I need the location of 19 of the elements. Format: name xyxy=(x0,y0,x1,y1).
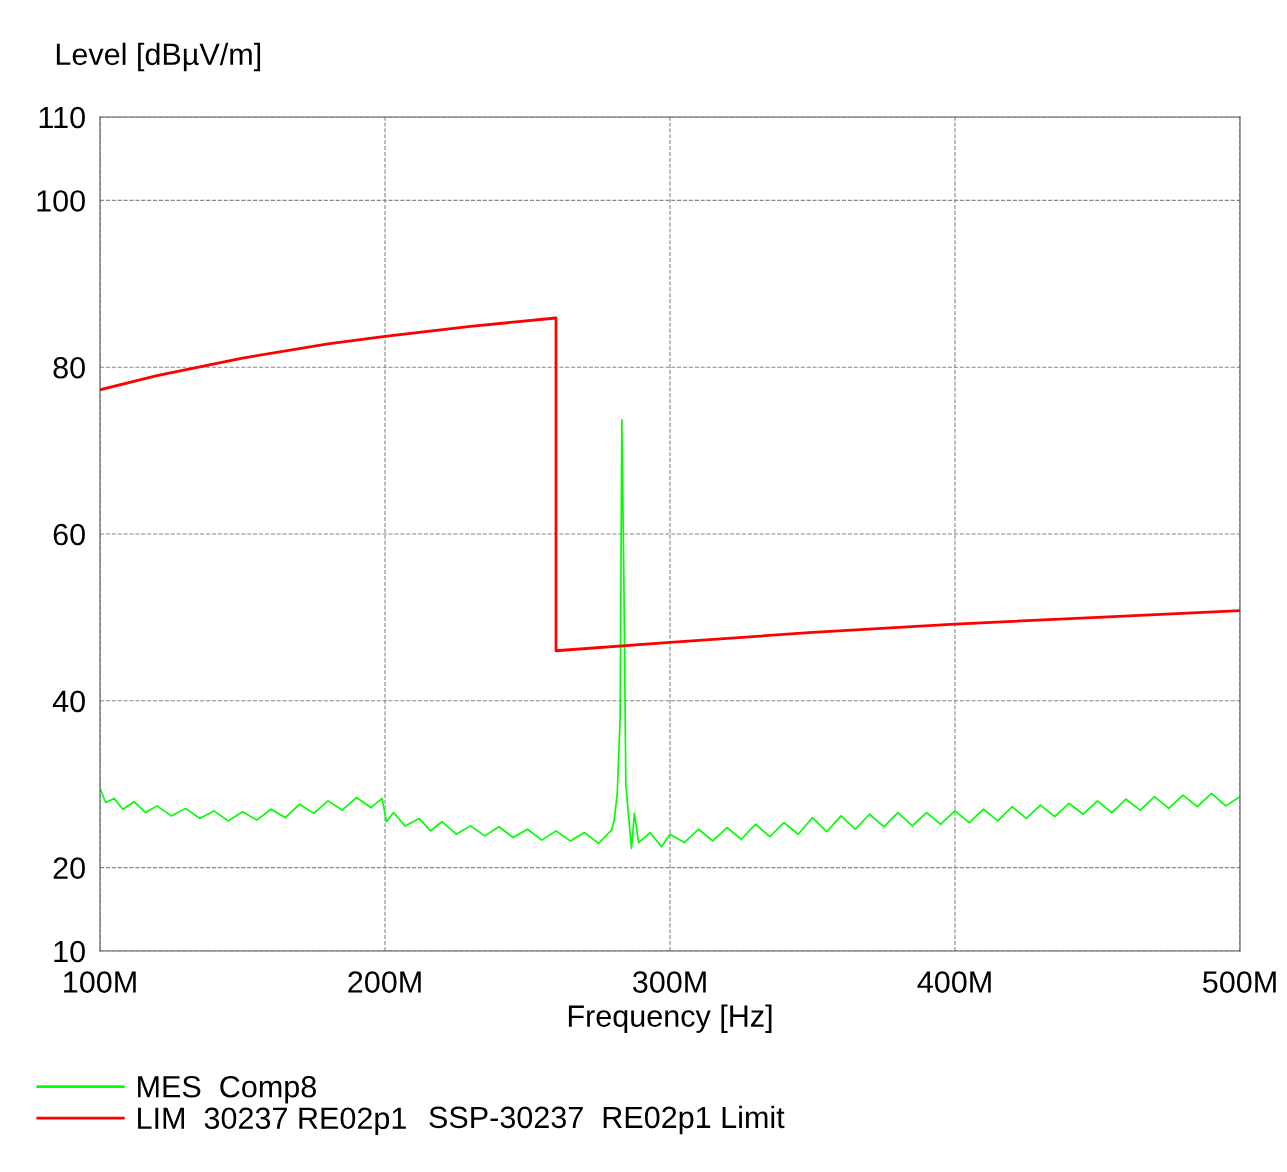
legend-label: MES Comp8 xyxy=(138,1075,316,1104)
y-tick-label: 40 xyxy=(52,690,85,713)
line-series xyxy=(100,316,1240,653)
x-tick-label: 400M xyxy=(917,971,991,993)
text: SSP-30237 RE02p1 Limit xyxy=(429,1105,785,1135)
y-tick-label: 20 xyxy=(53,857,85,879)
y-tick-label: 10 xyxy=(54,940,85,963)
y-tick-label: 100 xyxy=(37,190,85,212)
x-tick-label: 500M xyxy=(1203,971,1276,993)
line-series xyxy=(100,418,1240,850)
y-tick-label: 80 xyxy=(53,356,85,379)
y-tick-label: 60 xyxy=(53,523,85,546)
x-axis-title: Frequency [Hz] xyxy=(568,1004,772,1033)
y-axis-title: Level [dBµV/m] xyxy=(56,42,261,72)
x-tick-label: 300M xyxy=(632,971,706,993)
x-tick-label: 200M xyxy=(348,971,421,993)
legend-label: LIM 30237 RE02p1 xyxy=(138,1107,406,1136)
x-tick-label: 100M xyxy=(64,971,136,993)
y-tick-label: 110 xyxy=(39,106,85,129)
